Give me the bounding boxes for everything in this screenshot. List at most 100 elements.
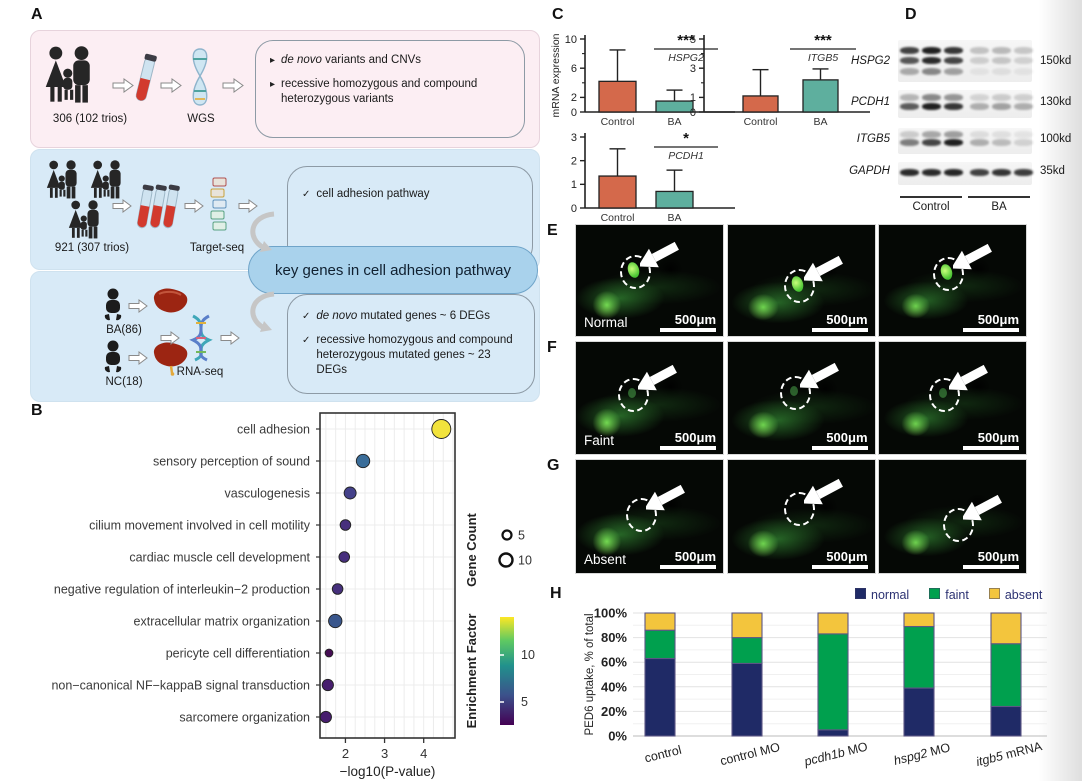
bar-category-label: itgb5 mRNA — [975, 739, 1044, 769]
protein-band — [900, 57, 919, 64]
y-tick-label: 0% — [608, 729, 627, 744]
bar-category-label: pcdh1b MO — [802, 739, 869, 769]
scale-bar — [963, 565, 1019, 569]
itgb5-bar-chart: 0 1 3 5 Control BA *** ITGB5 — [690, 32, 870, 128]
panel-a-wgs-box: 306 (102 trios) WGS ▸ de novo v — [30, 30, 540, 148]
pointer-arrow-icon — [803, 478, 843, 505]
normal-swatch-icon — [855, 588, 866, 599]
protein-band — [900, 94, 919, 101]
protein-band — [922, 131, 941, 138]
protein-band — [1014, 103, 1033, 110]
protein-band — [900, 68, 919, 75]
protein-band — [970, 131, 989, 138]
go-term-label: cardiac muscle cell development — [129, 551, 310, 565]
blot-strip — [898, 162, 1033, 185]
flow-arrow-icon — [159, 330, 181, 351]
wgs-method-label: WGS — [187, 113, 215, 125]
panel-label-h: H — [550, 585, 562, 602]
y-tick-label: 3 — [690, 63, 696, 75]
protein-band — [944, 68, 963, 75]
flow-arrow-icon — [127, 350, 149, 371]
scale-bar — [811, 446, 868, 450]
bar — [655, 100, 694, 113]
bar — [598, 80, 637, 113]
bar-category-label: Control — [601, 116, 635, 128]
blood-tubes-icon — [136, 184, 183, 239]
protein-band — [992, 169, 1011, 176]
scatter-point — [328, 613, 343, 629]
pointer-arrow-icon — [963, 494, 1002, 521]
legend-item-absent: absent — [988, 588, 1042, 602]
scatter-point — [355, 453, 371, 469]
blot-gene-label: PCDH1 — [851, 96, 890, 108]
targetseq-cohort-label: 921 (307 trios) — [54, 242, 130, 254]
ped6-uptake-stacked-chart: 0% 20% 40% 60% 80% 100%PED6 uptake, % of tota… — [584, 606, 1047, 769]
molecular-weight-label: 100kd — [1040, 133, 1072, 145]
blot-group-label: BA — [991, 201, 1007, 213]
go-term-label: negative regulation of interleukin−2 pro… — [54, 583, 310, 597]
bar-category-label: hspg2 MO — [892, 740, 952, 768]
y-tick-label: 0 — [571, 107, 577, 119]
stacked-bar-segment — [990, 705, 1022, 737]
gene-name-label: ITGB5 — [808, 52, 839, 64]
pointer-arrow-icon — [949, 364, 988, 391]
legend-item-faint: faint — [929, 588, 969, 602]
bar-category-label: Control — [601, 212, 635, 224]
scale-bar — [660, 446, 716, 450]
bar — [598, 175, 637, 209]
stacked-bar-segment — [817, 633, 849, 731]
stacked-bar-segment — [817, 729, 849, 737]
x-tick-label: 2 — [342, 746, 349, 761]
page-edge-shadow — [1038, 0, 1082, 781]
absent-swatch-icon — [988, 588, 1000, 599]
bar-category-label: control MO — [719, 740, 782, 768]
protein-band — [944, 169, 963, 176]
phenotype-label: Faint — [584, 433, 615, 448]
y-tick-label: 80% — [601, 630, 627, 645]
stacked-bar-segment — [903, 612, 935, 628]
protein-band — [992, 131, 1011, 138]
y-tick-label: 40% — [601, 679, 627, 694]
stacked-bar-segment — [903, 687, 935, 737]
arrowhead-bullet-icon: ▸ — [270, 78, 276, 90]
targetseq-method-label: Target-seq — [189, 242, 245, 254]
sequencing-reads-icon — [209, 176, 229, 237]
scale-label: 500μm — [674, 430, 716, 445]
gene-count-5-icon — [501, 529, 513, 541]
families-icon — [45, 160, 141, 245]
check-icon: ✓ — [302, 189, 311, 200]
stacked-bar-segment — [817, 612, 849, 635]
protein-band — [970, 57, 989, 64]
scale-label: 500μm — [977, 312, 1019, 327]
protein-band — [970, 94, 989, 101]
y-tick-label: 1 — [690, 92, 696, 104]
blood-tube-icon — [131, 52, 160, 109]
scatter-point — [343, 486, 357, 500]
zebrafish-fluorescence — [727, 342, 875, 454]
protein-band — [1014, 57, 1033, 64]
go-term-label: sensory perception of sound — [153, 455, 310, 469]
panel-label-g: G — [547, 457, 560, 474]
y-tick-label: 5 — [690, 34, 696, 46]
pointer-arrow-icon — [640, 241, 679, 268]
protein-band — [922, 57, 941, 64]
gallbladder-circle-annotation — [626, 498, 657, 532]
fluorescence-image: 500μm Faint — [575, 341, 724, 455]
bar-category-label: BA — [667, 212, 681, 224]
liver-icon — [151, 340, 191, 381]
western-blot: HSPG2 150kd PCDH1 130kd ITGB5 100kd GAPDH 35kd C… — [830, 38, 1082, 218]
x-tick-label: 3 — [381, 746, 388, 761]
group-rule — [900, 196, 962, 198]
flow-arrow-icon — [127, 298, 149, 319]
blot-group-label: Control — [912, 201, 950, 213]
check-icon: ✓ — [302, 334, 311, 346]
bar-category-label: BA — [667, 116, 681, 128]
molecular-weight-label: 150kd — [1040, 55, 1072, 67]
protein-band — [900, 47, 919, 54]
scale-label: 500μm — [977, 549, 1019, 564]
fluorescence-image: 500μm Absent — [575, 459, 724, 574]
enrichment-colorbar — [500, 617, 514, 725]
y-tick-label: 60% — [601, 655, 627, 670]
